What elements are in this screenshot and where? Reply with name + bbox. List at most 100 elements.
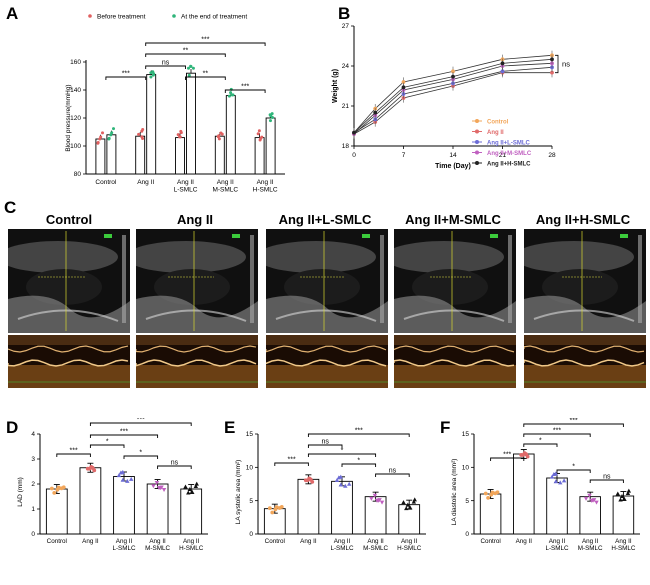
a-sig-1-3-line [145,53,226,57]
a-point-after [149,71,153,75]
a-sig-1-4-label: *** [201,37,209,44]
sig-bracket-line [375,473,410,477]
echo-scale-bar [122,235,126,323]
a-point-before [140,135,144,139]
xtick-label: Control [47,538,67,545]
sig-bracket-line [556,469,591,473]
data-point [338,482,344,487]
data-point [553,471,559,476]
b-series-line [353,58,553,133]
b-series-line [353,62,553,135]
sig-bracket-label: *** [503,452,511,459]
echo-wall [145,309,247,322]
data-point [489,492,494,497]
b-legend-label: Ang II [487,130,504,136]
xtick-label: Ang II [116,538,133,545]
data-point [59,486,64,491]
bar [513,453,535,535]
ytick-label: 2 [31,481,35,488]
b-ylabel: Weight (g) [332,69,339,103]
b-point [550,57,554,62]
echo-scale-bar [508,235,512,323]
xtick-label: Ang II [582,538,599,545]
echo-tissue-bottom [266,295,388,333]
sig-bracket-line [157,465,192,469]
data-point [267,506,272,511]
data-point [558,480,563,485]
echo-wall [17,309,119,322]
a-point-after [187,66,191,70]
b-series-line [353,54,553,133]
sig-bracket-label: * [341,448,344,455]
data-point [120,469,125,474]
b-ns-label: ns [562,60,570,69]
data-point [590,498,596,503]
echo-chamber [412,269,488,305]
data-point [154,481,160,486]
data-point [187,486,192,491]
data-point [625,490,631,495]
data-point [369,496,374,501]
a-point-after [268,119,272,123]
b-legend-label: Control [487,119,509,125]
a-bar-before [175,137,185,175]
echo-wall [533,309,635,322]
data-point [404,506,409,511]
sig-bracket-line [589,479,624,483]
data-point [376,498,381,503]
ytick-label: 15 [246,431,254,438]
panel-letter-d: D [6,418,19,437]
mmode-wall-trace [136,359,257,367]
bar [146,483,169,535]
sig-bracket-line [490,457,525,461]
a-point-before [216,135,220,139]
a-point-before [179,129,183,133]
mmode-wall-trace [524,345,645,353]
xtick-label: M-SMLC [578,545,603,552]
a-point-before [178,135,182,139]
echo-tissue-bottom [8,295,130,333]
mmode-band-bottom [8,365,130,388]
echo-probe-icon [362,234,370,238]
b-legend-marker [475,129,479,134]
a-point-after [107,136,111,140]
sig-bracket-label: *** [120,429,128,436]
mmode-band-bottom [136,365,258,388]
b-ytick-label: 18 [342,143,350,150]
xtick-label: M-SMLC [363,545,388,552]
echo-tissue-bottom [136,295,258,333]
b-ytick-label: 24 [342,63,350,70]
data-point [303,478,308,483]
sig-bracket-label: *** [70,448,78,455]
echo-bmode-graphic [266,229,388,333]
b-point [401,85,406,90]
echo-mmode-image [8,335,130,388]
b-legend-label: Ang II+M-SMLC [487,151,532,157]
echo-probe-icon [490,234,498,238]
echo-tissue-top [136,241,246,273]
data-point [183,484,188,489]
mmode-band-bottom [266,365,388,388]
data-point [553,479,559,484]
chart-e-la-systolic: 0 5 10 15 LA systolic area (mm²) Control Ang I… [235,428,426,552]
echo-mmode-graphic [394,335,516,388]
ytick-label: 10 [246,465,254,472]
a-point-after [227,94,231,98]
sig-bracket-label: *** [553,428,561,435]
a-sig-1-3-label: ** [183,48,189,55]
echo-tissue-top [266,241,376,273]
mmode-band-top [524,335,646,345]
echo-scale-bar [638,235,642,323]
a-point-after [189,64,193,68]
a-xtick-label: Control [95,179,117,186]
echo-tissue-bottom [394,295,516,333]
data-point [55,487,60,492]
echo-bmode-graphic [8,229,130,333]
echo-bmode-image [394,229,516,333]
sig-bracket-label: ns [321,439,329,446]
data-point [621,496,627,501]
a-point-after [149,75,153,79]
echo-mmode-graphic [136,335,258,388]
data-point [615,491,620,496]
ytick-label: 15 [462,431,470,438]
